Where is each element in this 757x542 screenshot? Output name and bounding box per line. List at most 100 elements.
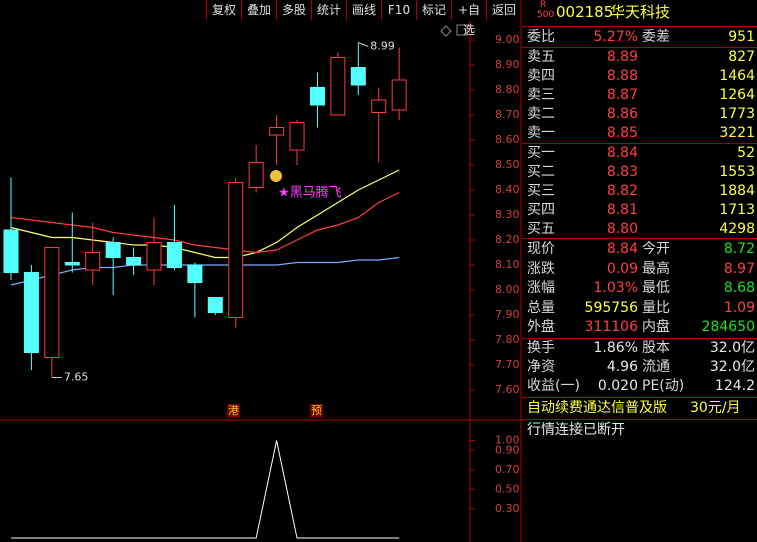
candle-body: [228, 182, 244, 318]
field-label: 外盘: [527, 319, 555, 335]
toolbar-button[interactable]: 复权: [206, 0, 241, 20]
y-tick-label: 8.20: [495, 233, 520, 246]
order-volume: 1773: [719, 106, 755, 122]
candle-body: [391, 79, 407, 111]
candle-body: [330, 57, 346, 116]
candle-body: [146, 242, 162, 271]
field-value: 595756: [584, 299, 638, 316]
y-tick-label: 7.70: [495, 358, 520, 371]
field-value: 1.86%: [593, 340, 638, 356]
toolbar-button[interactable]: 多股: [276, 0, 311, 20]
field-label: 总量: [527, 299, 555, 316]
field-value: 1.03%: [593, 280, 638, 296]
y-tick-label: 8.00: [495, 283, 520, 296]
separator: [522, 26, 757, 27]
separator: [522, 338, 757, 339]
candle-body: [166, 242, 182, 268]
separator: [522, 47, 757, 48]
order-volume: 1553: [719, 164, 755, 180]
order-price: 8.88: [606, 68, 638, 84]
order-label: 卖二: [527, 106, 555, 122]
candle-body: [248, 162, 264, 188]
field-value: 0.020: [597, 378, 638, 394]
candle-body: [85, 252, 101, 271]
y-tick-label: 0.90: [495, 443, 520, 456]
low-label: 7.65: [64, 371, 89, 384]
order-label: 买二: [527, 164, 555, 180]
high-label: 8.99: [370, 40, 395, 53]
y-tick-label: 8.40: [495, 183, 520, 196]
candle-body: [371, 99, 387, 113]
y-tick-label: 8.50: [495, 158, 520, 171]
field-label: 收益(一): [527, 378, 580, 394]
field-value: 8.84: [606, 241, 638, 257]
promo-price: 30元/月: [690, 400, 741, 416]
field-value: 32.0亿: [709, 340, 755, 356]
field-label: 委比: [527, 29, 555, 45]
order-label: 卖四: [527, 68, 555, 84]
toolbar-button[interactable]: 叠加: [241, 0, 276, 20]
candle-body: [3, 229, 19, 273]
candle-body: [187, 264, 203, 283]
toolbar-button[interactable]: 返回: [486, 0, 521, 20]
field-value: 32.0亿: [709, 359, 755, 375]
toolbar-button[interactable]: 统计: [311, 0, 346, 20]
candle-body: [23, 272, 39, 353]
field-label: 涨幅: [527, 280, 555, 296]
candle-body: [309, 87, 325, 106]
candle-body: [350, 67, 366, 86]
ma-line: [10, 256, 400, 286]
field-value: 4.96: [606, 359, 638, 375]
separator: [522, 419, 757, 420]
toolbar-button[interactable]: F10: [381, 0, 416, 20]
order-label: 买三: [527, 183, 555, 199]
indicator-line: [11, 440, 400, 539]
field-value: 284650: [701, 319, 755, 335]
toolbar-button[interactable]: 标记: [416, 0, 451, 20]
y-tick-label: 8.70: [495, 108, 520, 121]
signal-label: ★黑马腾飞: [278, 185, 342, 201]
field-label: 换手: [527, 340, 555, 356]
order-price: 8.85: [606, 125, 638, 141]
y-tick-label: 7.60: [495, 383, 520, 396]
y-tick-label: 0.30: [495, 502, 520, 515]
order-label: 买五: [527, 221, 555, 237]
order-price: 8.84: [606, 145, 638, 161]
field-label: 最高: [642, 260, 670, 277]
field-label: 涨跌: [527, 260, 555, 277]
field-label: 流通: [642, 359, 670, 375]
field-value: 8.97: [723, 260, 755, 277]
chart-area: 9.00 8.90 8.80 8.70 8.60 8.50 8.40 8.30 8.20 8.10…: [0, 0, 522, 542]
tag-label: 港: [228, 404, 239, 417]
field-label: 股本: [642, 340, 670, 356]
field-label: PE(动): [642, 378, 685, 394]
y-tick-label: 8.60: [495, 133, 520, 146]
y-tick-label: 8.30: [495, 208, 520, 221]
stock-name: 华天科技: [610, 3, 671, 21]
tag-label: 预: [311, 404, 322, 417]
order-price: 8.87: [606, 87, 638, 103]
order-volume: 52: [737, 145, 755, 161]
y-tick-label: 8.90: [495, 58, 520, 71]
y-tick-label: 7.80: [495, 333, 520, 346]
field-value: 8.68: [723, 280, 755, 296]
field-value: 124.2: [714, 378, 755, 394]
field-label: 委差: [642, 29, 670, 45]
field-value: 951: [728, 29, 755, 45]
badge: 500: [537, 10, 555, 20]
order-label: 买一: [527, 145, 555, 161]
toolbar-button[interactable]: +自选: [451, 0, 486, 37]
toolbar-button[interactable]: 画线: [346, 0, 381, 20]
order-volume: 1884: [719, 183, 755, 199]
field-value: 0.09: [606, 260, 638, 277]
candle-body: [44, 247, 60, 358]
separator: [522, 397, 757, 398]
order-volume: 4298: [719, 221, 755, 237]
promo-text: 自动续费通达信普及版: [527, 400, 667, 416]
y-tick-label: 9.00: [495, 33, 520, 46]
field-label: 最低: [642, 280, 670, 296]
y-tick-label: 0.70: [495, 463, 520, 476]
tag-bg: [227, 404, 240, 418]
stock-code: 002185: [556, 3, 614, 21]
